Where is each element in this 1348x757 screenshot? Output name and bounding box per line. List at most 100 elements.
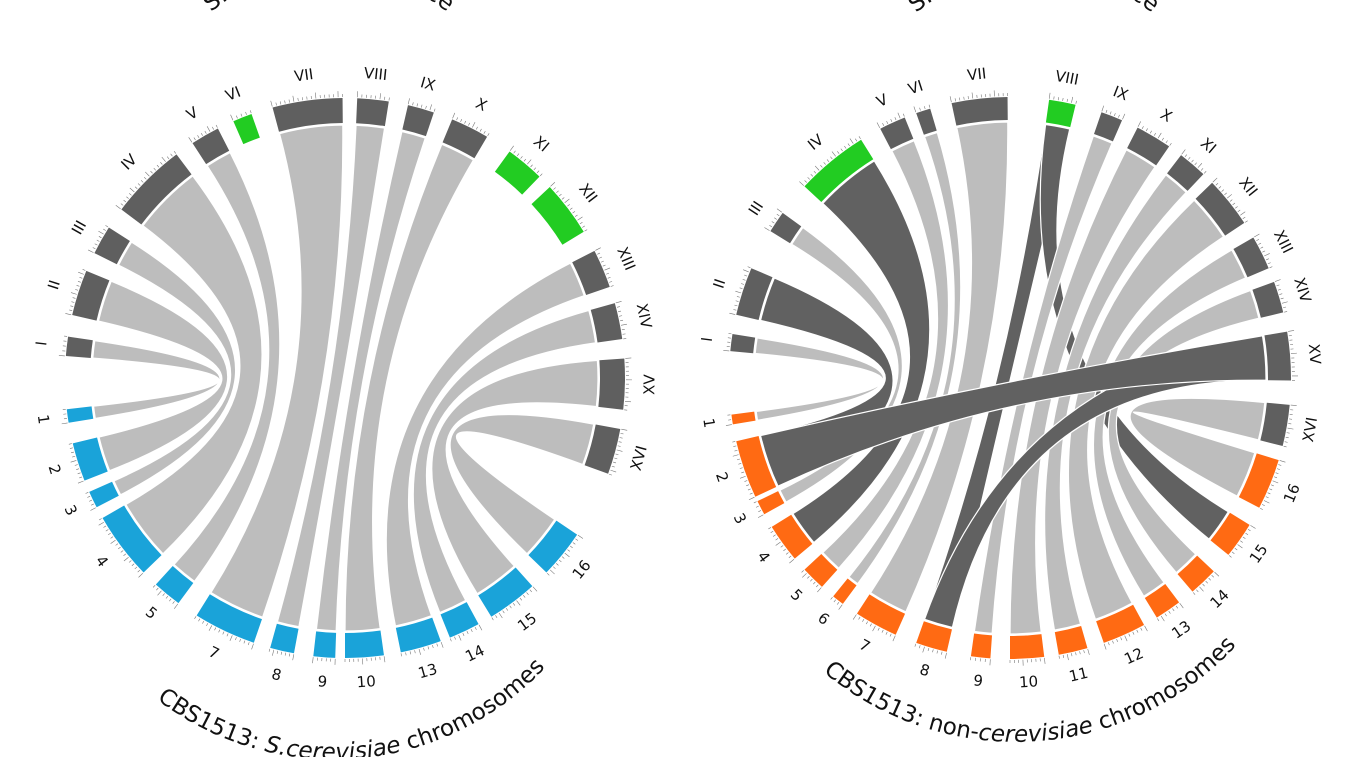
right-chromosome-6-tick — [833, 599, 836, 603]
right-link-I-to-1 — [754, 337, 885, 421]
right-chromosome-XV-tick — [1288, 330, 1295, 332]
left-chromosome-15-tick — [498, 612, 503, 619]
left-chromosome-7-tick — [198, 618, 201, 622]
right-chromosome-II-tick — [742, 278, 746, 281]
left-chromosome-label: IV — [117, 150, 141, 174]
right-chromosome-VIII-tick — [1071, 96, 1074, 103]
left-chromosome-XI-tick — [509, 145, 514, 151]
left-chromosome-IX-tick — [420, 104, 423, 108]
right-chromosome-label: XIV — [1290, 275, 1315, 305]
left-chromosome-X-tick — [460, 118, 463, 122]
left-chromosome-label: IX — [418, 73, 437, 94]
left-chromosome-13-tick — [436, 643, 439, 647]
left-chromosome-X-tick — [483, 130, 486, 134]
left-chromosome-5-tick — [157, 590, 162, 596]
left-chromosome-VII-tick — [315, 92, 317, 99]
right-chromosome-VIII-tick — [1048, 92, 1051, 99]
right-chromosome-16-tick — [1259, 507, 1263, 510]
left-chromosome-XII-tick — [582, 225, 585, 228]
right-chromosome-IX-tick — [1118, 114, 1120, 118]
right-chromosome-4 — [771, 514, 813, 559]
left-chromosome-1 — [66, 406, 94, 423]
right-chromosome-II-tick — [734, 304, 738, 307]
right-chromosome-12-tick — [1124, 635, 1128, 642]
left-chromosome-VII-tick — [284, 100, 286, 104]
right-chromosome-X-tick — [1157, 132, 1162, 139]
right-chromosome-7-tick — [852, 614, 857, 620]
right-chromosome-7-tick — [877, 627, 880, 631]
right-chromosome-label: I — [698, 336, 716, 343]
right-chromosome-XII-tick — [1218, 186, 1222, 189]
right-chromosome-3-tick — [758, 510, 762, 513]
left-chromosome-4-tick — [98, 518, 102, 521]
right-chromosome-5 — [804, 553, 838, 587]
right-chromosome-XI — [1167, 155, 1204, 191]
right-chromosome-IV — [804, 139, 874, 203]
left-chromosome-3-tick — [90, 503, 94, 506]
left-chromosome-IV-tick — [140, 180, 144, 183]
right-chromosome-label: XI — [1197, 134, 1220, 157]
right-chromosome-2-tick — [744, 480, 748, 482]
right-chromosome-12-tick — [1108, 642, 1110, 646]
left-chromosome-X — [442, 119, 488, 159]
right-chromosome-VIII — [1045, 99, 1076, 128]
left-chromosome-II — [72, 270, 110, 321]
left-chromosome-XVI-tick — [616, 449, 623, 452]
left-chromosome-16-tick — [570, 545, 573, 549]
left-chromosome-13-tick — [440, 641, 444, 648]
left-chromosome-7-tick — [226, 633, 229, 637]
right-chromosome-III-tick — [776, 208, 783, 213]
left-chromosome-label: X — [473, 94, 490, 115]
left-chromosome-10-tick — [383, 656, 386, 663]
right-chromosome-2-tick — [739, 467, 743, 469]
right-chromosome-XIV-tick — [1274, 279, 1281, 282]
right-chromosome-IX-tick — [1109, 111, 1112, 115]
right-chromosome-IV-tick — [855, 138, 858, 142]
right-chromosome-8-tick — [944, 652, 947, 659]
left-chromosome-2-tick — [76, 468, 80, 470]
right-chromosome-IV-tick — [810, 174, 814, 177]
right-chromosome-II-tick — [735, 290, 742, 294]
left-chromosome-14-tick — [458, 634, 462, 641]
right-chromosome-13-tick — [1175, 605, 1179, 609]
left-link-XIII-to-13 — [385, 262, 585, 627]
left-chromosome-XIII-tick — [610, 285, 614, 287]
right-chromosome-XII-tick — [1224, 192, 1227, 196]
left-chromosome-label: XI — [530, 132, 553, 155]
right-chromosome-V-tick — [894, 117, 897, 121]
left-chromosome-XIV-tick — [620, 319, 624, 322]
right-chromosome-6 — [833, 578, 857, 604]
left-link-XIV-to-14 — [412, 309, 597, 614]
right-chromosome-X — [1127, 127, 1170, 166]
right-chromosome-2-tick — [739, 475, 746, 479]
left-chromosome-XIV — [590, 303, 623, 343]
right-chromosome-X-tick — [1161, 137, 1164, 141]
left-chromosome-III-tick — [88, 249, 94, 253]
right-chromosome-II-tick — [747, 266, 751, 269]
left-chromosome-X-tick — [464, 120, 467, 124]
left-chromosome-7-tick — [247, 642, 250, 646]
left-chromosome-IV-tick — [123, 199, 127, 203]
right-chromosome-II-tick — [741, 283, 745, 285]
right-chromosome-14 — [1177, 555, 1214, 592]
right-chromosome-15-tick — [1234, 547, 1238, 551]
left-chromosome-V-tick — [215, 124, 218, 128]
left-chromosome-XIII-tick — [595, 247, 601, 251]
right-chromosome-5-tick — [813, 581, 816, 585]
left-chromosome-XII-tick — [569, 207, 573, 210]
right-chromosome-XIII-tick — [1260, 246, 1264, 249]
left-chromosome-16-tick — [577, 534, 584, 539]
right-chromosome-XVI — [1260, 402, 1290, 446]
left-chromosome-15-tick — [502, 610, 505, 614]
right-chromosome-7-tick — [881, 629, 884, 633]
left-chromosome-II-tick — [70, 305, 74, 307]
right-chromosome-XIV-tick — [1279, 293, 1283, 295]
right-chromosome-III-tick — [774, 217, 777, 220]
right-chromosome-XIII-tick — [1269, 266, 1273, 269]
left-chromosome-5 — [155, 566, 194, 604]
right-chromosome-label: 12 — [1121, 644, 1146, 668]
left-link-VIII-to-8 — [276, 124, 386, 628]
left-chromosome-IX-tick — [407, 98, 410, 105]
left-chromosome-IV-tick — [134, 186, 138, 189]
left-chromosome-XIII-tick — [606, 272, 610, 275]
